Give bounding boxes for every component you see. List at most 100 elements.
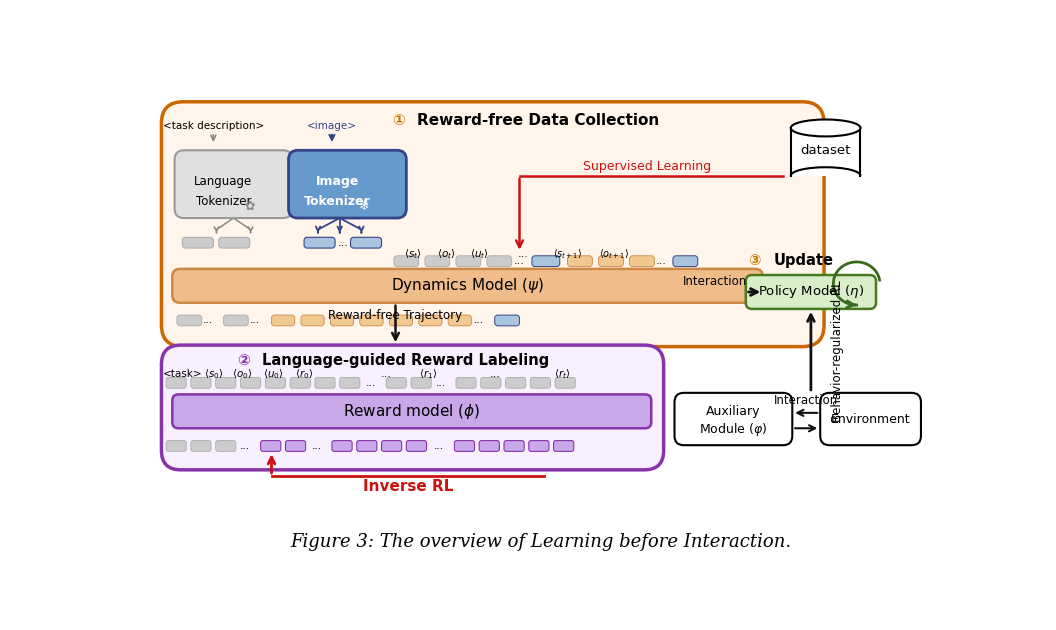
FancyBboxPatch shape <box>166 440 186 451</box>
FancyBboxPatch shape <box>290 377 310 388</box>
FancyBboxPatch shape <box>675 393 792 445</box>
Text: ...: ... <box>514 256 525 266</box>
FancyBboxPatch shape <box>629 256 655 266</box>
FancyBboxPatch shape <box>553 440 573 451</box>
FancyBboxPatch shape <box>162 345 663 470</box>
FancyBboxPatch shape <box>172 394 652 428</box>
Text: Figure 3: The overview of Learning before Interaction.: Figure 3: The overview of Learning befor… <box>290 533 792 551</box>
Text: Auxiliary: Auxiliary <box>706 405 760 418</box>
FancyBboxPatch shape <box>480 377 501 388</box>
FancyBboxPatch shape <box>172 269 762 303</box>
Polygon shape <box>791 128 861 176</box>
FancyBboxPatch shape <box>425 256 450 266</box>
FancyBboxPatch shape <box>315 377 335 388</box>
FancyBboxPatch shape <box>390 315 413 326</box>
FancyBboxPatch shape <box>599 256 623 266</box>
FancyBboxPatch shape <box>381 440 401 451</box>
FancyBboxPatch shape <box>419 315 442 326</box>
FancyBboxPatch shape <box>454 440 474 451</box>
Text: Language: Language <box>194 175 252 188</box>
Text: ...: ... <box>312 441 321 451</box>
Text: ...: ... <box>474 316 485 326</box>
Text: ❄: ❄ <box>359 200 370 213</box>
FancyBboxPatch shape <box>224 315 248 326</box>
FancyBboxPatch shape <box>357 440 377 451</box>
Text: ✿: ✿ <box>245 200 256 213</box>
FancyBboxPatch shape <box>448 315 471 326</box>
Text: Tokenizer: Tokenizer <box>195 195 251 208</box>
FancyBboxPatch shape <box>456 377 476 388</box>
Text: ...: ... <box>489 369 501 379</box>
Text: Update: Update <box>774 253 833 268</box>
Text: Image: Image <box>316 175 359 188</box>
Text: ③: ③ <box>748 253 760 268</box>
Text: Tokenizer: Tokenizer <box>304 195 371 208</box>
Text: Reward model ($\phi$): Reward model ($\phi$) <box>343 402 480 421</box>
Text: ...: ... <box>435 378 446 388</box>
FancyBboxPatch shape <box>332 440 352 451</box>
FancyBboxPatch shape <box>456 256 480 266</box>
Text: ...: ... <box>240 441 250 451</box>
FancyBboxPatch shape <box>162 102 824 346</box>
Text: ...: ... <box>381 369 392 379</box>
Text: ...: ... <box>337 238 348 248</box>
FancyBboxPatch shape <box>386 377 407 388</box>
FancyBboxPatch shape <box>219 238 250 248</box>
FancyBboxPatch shape <box>555 377 576 388</box>
Text: Language-guided Reward Labeling: Language-guided Reward Labeling <box>262 353 549 368</box>
FancyBboxPatch shape <box>174 151 293 218</box>
Text: Reward-free Trajectory: Reward-free Trajectory <box>328 309 463 322</box>
Text: <task>: <task> <box>163 369 202 379</box>
FancyBboxPatch shape <box>673 256 698 266</box>
FancyBboxPatch shape <box>215 377 235 388</box>
Text: $\langle s_t\rangle$: $\langle s_t\rangle$ <box>403 248 421 261</box>
FancyBboxPatch shape <box>331 315 354 326</box>
Text: ...: ... <box>365 378 376 388</box>
Text: Behavior-regularized RL: Behavior-regularized RL <box>831 280 844 422</box>
Text: $\langle u_0\rangle$: $\langle u_0\rangle$ <box>263 367 283 381</box>
FancyBboxPatch shape <box>191 440 211 451</box>
Text: dataset: dataset <box>800 144 851 157</box>
FancyBboxPatch shape <box>479 440 499 451</box>
Text: $\langle o_0\rangle$: $\langle o_0\rangle$ <box>232 367 252 381</box>
Ellipse shape <box>791 120 861 137</box>
Text: $\langle u_t\rangle$: $\langle u_t\rangle$ <box>470 248 489 261</box>
FancyBboxPatch shape <box>530 377 550 388</box>
FancyBboxPatch shape <box>360 315 383 326</box>
FancyBboxPatch shape <box>506 377 526 388</box>
FancyBboxPatch shape <box>166 377 186 388</box>
FancyBboxPatch shape <box>494 315 520 326</box>
Text: ...: ... <box>517 249 529 259</box>
Text: $\langle r_0\rangle$: $\langle r_0\rangle$ <box>295 367 314 381</box>
FancyBboxPatch shape <box>532 256 560 266</box>
Text: Interaction: Interaction <box>774 394 838 407</box>
FancyBboxPatch shape <box>340 377 360 388</box>
FancyBboxPatch shape <box>504 440 524 451</box>
Text: Environment: Environment <box>831 413 910 425</box>
FancyBboxPatch shape <box>821 393 921 445</box>
Text: Dynamics Model ($\psi$): Dynamics Model ($\psi$) <box>391 277 544 295</box>
FancyBboxPatch shape <box>301 315 324 326</box>
Text: $\langle r_1\rangle$: $\langle r_1\rangle$ <box>419 367 437 381</box>
Text: $\langle r_t\rangle$: $\langle r_t\rangle$ <box>553 367 570 381</box>
Text: Interaction: Interaction <box>682 275 747 289</box>
Text: $\langle s_{t+1}\rangle$: $\langle s_{t+1}\rangle$ <box>552 248 582 261</box>
FancyBboxPatch shape <box>567 256 592 266</box>
Text: ...: ... <box>434 441 444 451</box>
Text: ...: ... <box>656 256 666 266</box>
FancyBboxPatch shape <box>487 256 512 266</box>
Text: Reward-free Data Collection: Reward-free Data Collection <box>417 113 659 128</box>
Text: Policy Model ($\eta$): Policy Model ($\eta$) <box>758 284 864 301</box>
FancyBboxPatch shape <box>271 315 295 326</box>
FancyBboxPatch shape <box>285 440 305 451</box>
FancyBboxPatch shape <box>191 377 211 388</box>
FancyBboxPatch shape <box>746 275 876 309</box>
FancyBboxPatch shape <box>215 440 235 451</box>
FancyBboxPatch shape <box>261 440 281 451</box>
FancyBboxPatch shape <box>183 238 213 248</box>
FancyBboxPatch shape <box>411 377 431 388</box>
FancyBboxPatch shape <box>265 377 285 388</box>
Text: $\langle o_t\rangle$: $\langle o_t\rangle$ <box>436 248 455 261</box>
Text: ②: ② <box>237 353 249 368</box>
FancyBboxPatch shape <box>288 151 407 218</box>
